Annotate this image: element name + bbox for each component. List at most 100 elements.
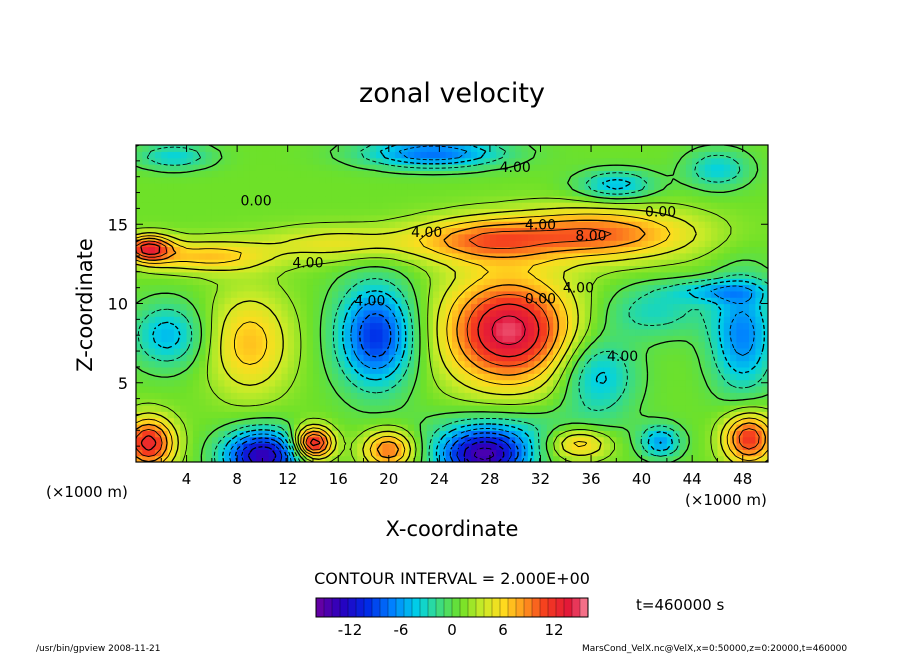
field-cell (369, 145, 377, 152)
field-cell (723, 233, 731, 241)
field-cell (407, 157, 415, 165)
field-cell (654, 252, 662, 260)
field-cell (685, 170, 693, 178)
field-cell (698, 195, 706, 203)
field-cell (723, 328, 731, 336)
field-cell (666, 278, 674, 286)
field-cell (407, 309, 415, 317)
field-cell (483, 430, 491, 438)
field-cell (515, 322, 523, 330)
field-cell (534, 265, 542, 273)
field-cell (148, 316, 156, 324)
field-cell (458, 322, 466, 330)
field-cell (154, 284, 162, 292)
field-cell (685, 442, 693, 450)
field-cell (407, 442, 415, 450)
field-cell (445, 170, 453, 178)
field-cell (388, 227, 396, 235)
field-cell (736, 252, 744, 260)
field-cell (433, 214, 440, 222)
field-cell (262, 316, 270, 324)
field-cell (148, 303, 156, 311)
field-cell (420, 404, 428, 412)
field-cell (521, 335, 529, 343)
field-cell (673, 449, 681, 457)
field-cell (300, 208, 308, 216)
field-cell (230, 208, 238, 216)
field-cells (136, 145, 768, 462)
field-cell (470, 411, 478, 419)
field-cell (749, 271, 756, 279)
field-cell (559, 366, 567, 374)
field-cell (464, 417, 472, 425)
field-cell (477, 379, 485, 387)
field-cell (142, 392, 150, 400)
field-cell (698, 354, 706, 362)
field-cell (534, 145, 542, 152)
field-cell (173, 436, 181, 444)
field-cell (357, 164, 365, 171)
field-cell (439, 360, 447, 368)
field-cell (635, 227, 643, 235)
field-cell (489, 449, 497, 457)
field-cell (161, 176, 169, 184)
field-cell (521, 404, 529, 412)
field-cell (262, 259, 270, 267)
field-cell (180, 322, 188, 330)
field-cell (647, 233, 655, 241)
field-cell (167, 385, 175, 393)
field-cell (483, 259, 491, 267)
field-cell (452, 423, 459, 431)
field-cell (628, 373, 636, 381)
field-cell (338, 164, 346, 171)
field-cell (237, 145, 245, 152)
field-cell (603, 335, 611, 343)
field-cell (477, 170, 485, 178)
field-cell (192, 398, 200, 406)
field-cell (654, 271, 662, 279)
field-cell (597, 176, 605, 184)
field-cell (173, 341, 181, 349)
field-cell (603, 316, 611, 324)
field-cell (717, 252, 725, 260)
field-cell (167, 297, 175, 305)
field-cell (704, 423, 712, 431)
field-cell (723, 373, 731, 381)
field-cell (584, 404, 592, 412)
field-cell (205, 398, 213, 406)
field-cell (660, 423, 668, 431)
field-cell (641, 328, 649, 336)
field-cell (357, 392, 365, 400)
field-cell (186, 176, 194, 184)
field-cell (433, 145, 440, 152)
field-cell (572, 373, 579, 381)
field-cell (565, 303, 573, 311)
field-cell (173, 221, 181, 229)
field-cell (597, 385, 605, 393)
field-cell (205, 303, 213, 311)
field-cell (306, 208, 314, 216)
field-cell (433, 259, 440, 267)
field-cell (338, 176, 346, 184)
field-cell (527, 303, 535, 311)
field-cell (654, 303, 662, 311)
field-cell (641, 271, 649, 279)
field-cell (218, 417, 226, 425)
field-cell (426, 398, 434, 406)
field-cell (464, 164, 472, 171)
field-cell (180, 411, 188, 419)
field-cell (281, 183, 289, 190)
field-cell (515, 366, 523, 374)
field-cell (275, 322, 282, 330)
field-cell (666, 341, 674, 349)
field-cell (660, 347, 668, 355)
field-cell (698, 449, 706, 457)
field-cell (344, 347, 352, 355)
field-cell (420, 290, 428, 298)
field-cell (666, 423, 674, 431)
field-cell (698, 170, 706, 178)
field-cell (224, 404, 232, 412)
field-cell (180, 252, 188, 260)
field-cell (736, 449, 744, 457)
